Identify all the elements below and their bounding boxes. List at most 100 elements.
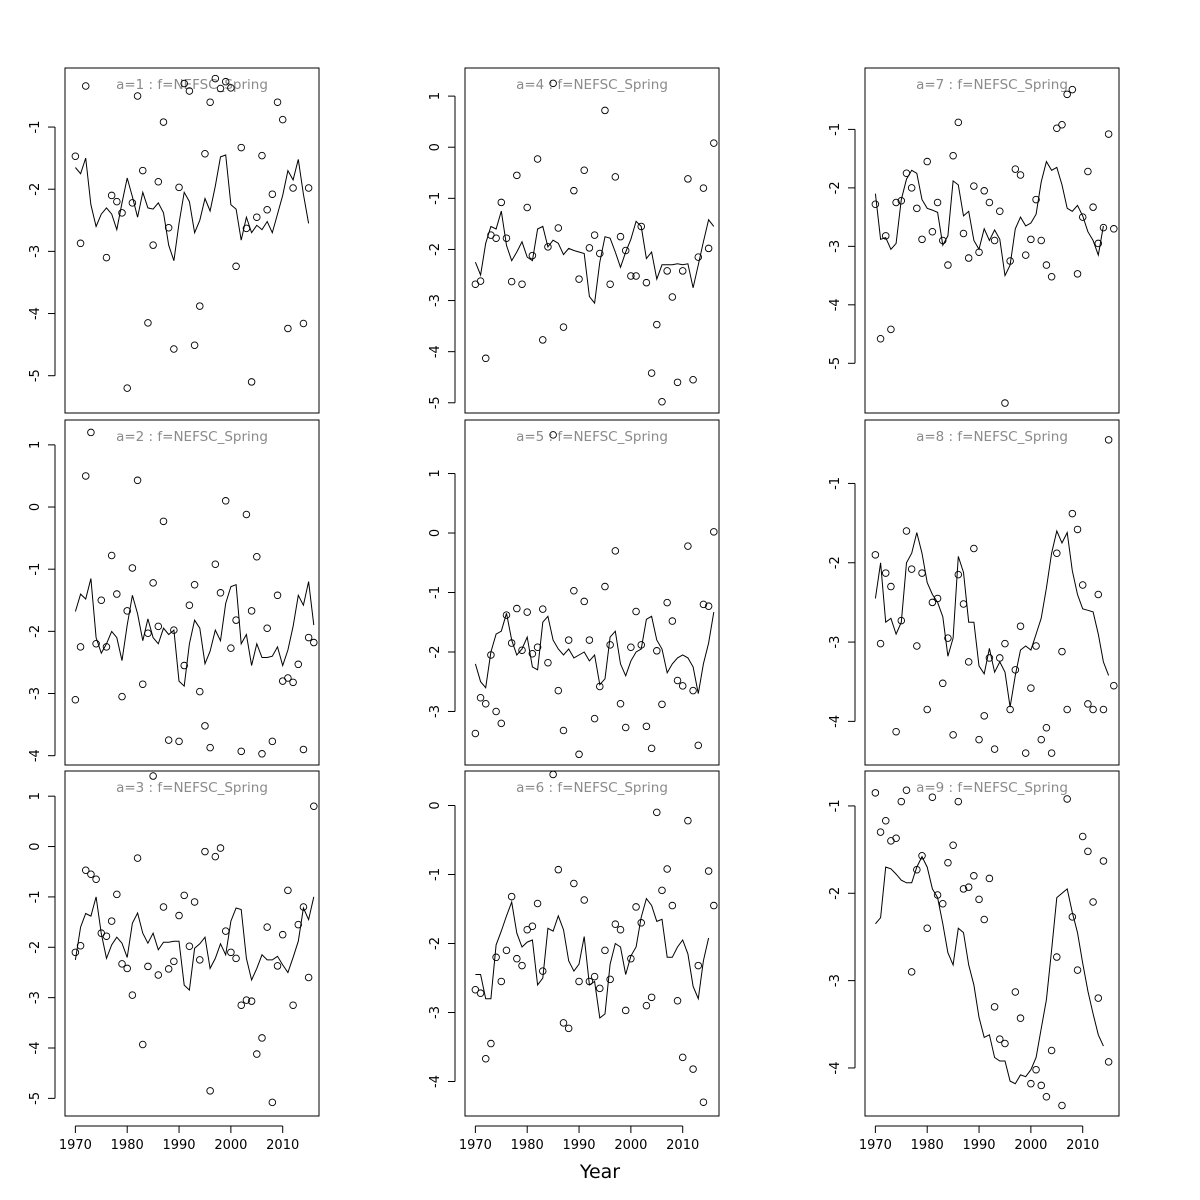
observed-point <box>1104 436 1113 444</box>
panel-title: a=1 : f=NEFSC_Spring <box>116 77 268 93</box>
observed-point <box>913 642 921 650</box>
observed-point <box>81 472 90 480</box>
observed-point <box>268 1098 277 1107</box>
observed-point <box>175 911 183 920</box>
fitted-line <box>474 210 715 305</box>
observed-point <box>1078 832 1087 841</box>
fitted-line <box>875 855 1104 1085</box>
observed-point <box>710 139 718 147</box>
observed-point <box>1084 700 1092 708</box>
observed-point <box>1001 639 1009 648</box>
observed-point <box>601 582 609 591</box>
observed-point <box>606 280 614 288</box>
observed-point <box>1058 120 1066 129</box>
observed-point <box>954 118 963 127</box>
observed-point <box>304 633 313 642</box>
observed-point <box>933 891 942 899</box>
fitted-line <box>474 612 715 694</box>
observed-point <box>928 598 937 607</box>
observed-point <box>232 616 240 624</box>
observed-point <box>964 254 973 262</box>
observed-point <box>1032 195 1040 204</box>
observed-point <box>471 985 480 994</box>
observed-point <box>139 166 147 175</box>
observed-point <box>196 302 204 310</box>
observed-point <box>237 1001 245 1009</box>
plot-frame <box>64 67 320 414</box>
observed-point <box>585 636 594 644</box>
observed-point <box>159 903 168 911</box>
observed-point <box>299 745 308 754</box>
y-tick-label: -1 <box>28 890 43 903</box>
observed-point <box>253 553 261 561</box>
observed-point <box>533 155 542 163</box>
observed-point <box>113 890 121 899</box>
observed-point <box>990 1003 999 1011</box>
observed-point <box>933 198 942 207</box>
fitted-line <box>475 897 710 1019</box>
observed-point <box>180 661 188 670</box>
panel-a6: a=6 : f=NEFSC_Spring -4 -3 -2 -1 0 1970 1980 199… <box>428 770 720 1153</box>
observed-point <box>627 272 635 280</box>
observed-point <box>1084 167 1092 176</box>
observed-point <box>985 654 994 662</box>
observed-point <box>1089 898 1097 906</box>
observed-point <box>590 972 599 981</box>
observed-point <box>621 723 630 732</box>
fitted-line <box>74 896 315 992</box>
observed-point <box>507 277 516 286</box>
observed-point <box>871 551 880 559</box>
observed-point <box>964 658 973 666</box>
observed-point <box>642 1001 651 1010</box>
y-tick-label: -5 <box>28 1092 43 1105</box>
observed-point <box>528 251 537 260</box>
y-tick-label: -3 <box>828 974 843 987</box>
observed-point <box>476 694 485 702</box>
panel-a2: a=2 : f=NEFSC_Spring -4 -3 -2 -1 0 1 <box>28 419 320 766</box>
observed-point <box>476 277 485 285</box>
observed-point <box>944 858 952 867</box>
observed-point <box>1011 165 1020 173</box>
observed-point <box>601 946 609 955</box>
observed-point <box>658 886 666 895</box>
observed-point <box>102 253 111 262</box>
observed-point <box>1037 735 1045 744</box>
observed-point <box>668 617 677 625</box>
observed-point <box>616 699 625 708</box>
observed-point <box>570 586 578 595</box>
observed-point <box>1001 1039 1009 1048</box>
observed-point <box>76 239 85 248</box>
observed-point <box>642 722 651 731</box>
observed-point <box>939 679 947 688</box>
observed-point <box>304 973 313 982</box>
panel-a8: a=8 : f=NEFSC_Spring -4 -3 -2 -1 <box>828 419 1120 766</box>
y-tick-label: -4 <box>28 307 43 320</box>
observed-point <box>990 745 999 753</box>
fitted-line <box>75 154 310 261</box>
observed-point <box>673 676 682 685</box>
observed-point <box>985 874 994 883</box>
observed-point <box>678 1053 687 1062</box>
panel-title: a=3 : f=NEFSC_Spring <box>116 780 268 796</box>
observed-point <box>518 646 526 654</box>
observed-point <box>154 178 163 186</box>
plot-frame <box>864 419 1120 766</box>
observed-point <box>923 705 931 714</box>
x-tick-label: 2000 <box>614 1138 647 1153</box>
observed-point <box>502 946 511 955</box>
observed-point <box>149 579 157 587</box>
plot-frame <box>464 419 720 766</box>
panel-a4: a=4 : f=NEFSC_Spring -5 -4 -3 -2 -1 0 1 <box>428 67 720 414</box>
x-tick-label: 1990 <box>562 1138 595 1153</box>
observed-point <box>663 267 671 275</box>
observed-point <box>684 175 692 183</box>
y-tick-label: -2 <box>828 181 843 194</box>
observed-point <box>481 699 490 708</box>
observed-point <box>128 564 137 572</box>
observed-point <box>1032 642 1040 650</box>
y-tick-label: -1 <box>828 477 843 490</box>
panel-a1: a=1 : f=NEFSC_Spring -5 -4 -3 -2 -1 <box>28 67 320 414</box>
observed-point <box>1047 1046 1056 1055</box>
observed-point <box>139 1040 147 1049</box>
x-tick-label: 1970 <box>459 1138 492 1153</box>
